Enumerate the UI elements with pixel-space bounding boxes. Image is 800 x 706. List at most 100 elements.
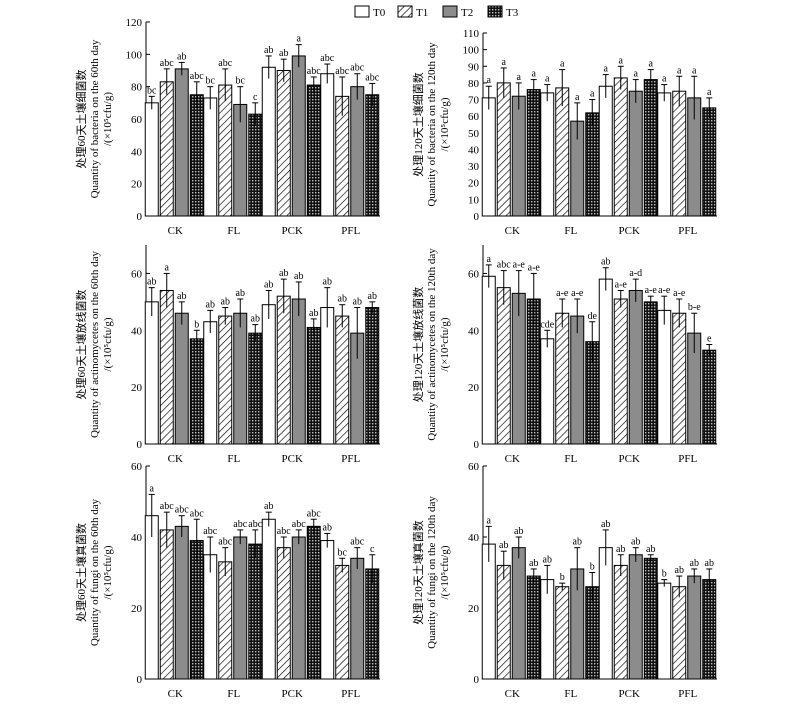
x-category-label: PCK bbox=[282, 225, 303, 237]
x-category-label: FL bbox=[564, 225, 577, 237]
bar-t0-pfl bbox=[657, 309, 672, 445]
significance-label: abc bbox=[350, 537, 364, 548]
y-tick-label: 80 bbox=[131, 82, 143, 94]
bar-t2-pfl bbox=[350, 86, 365, 217]
significance-label: abc bbox=[190, 508, 204, 519]
significance-label: abc bbox=[320, 53, 334, 64]
x-category-label: FL bbox=[227, 225, 240, 237]
significance-label: ab bbox=[309, 308, 318, 319]
x-category-label: PFL bbox=[678, 225, 697, 237]
bar-t2-ck bbox=[511, 95, 526, 217]
y-tick-label: 60 bbox=[468, 461, 480, 473]
significance-label: ab bbox=[631, 537, 640, 548]
significance-label: abc bbox=[190, 71, 204, 82]
y-axis-label-line: 处理120天土壤真菌数 bbox=[411, 520, 425, 625]
bar-t1-ck bbox=[159, 289, 174, 445]
x-category-label: CK bbox=[505, 688, 520, 700]
bar-t3-pfl bbox=[365, 94, 380, 217]
legend-swatch bbox=[354, 5, 370, 18]
legend-label: T2 bbox=[461, 7, 473, 19]
significance-label: ab bbox=[264, 279, 273, 290]
y-tick-label: 50 bbox=[468, 128, 480, 140]
bar-t1-pck bbox=[613, 564, 628, 680]
y-axis-label-line: /(×10⁵cfu/g) bbox=[102, 317, 114, 371]
legend-swatch bbox=[442, 5, 458, 18]
y-tick-label: 0 bbox=[474, 211, 480, 223]
x-category-label: PFL bbox=[678, 453, 697, 465]
significance-label: ab bbox=[279, 48, 288, 59]
bar-t0-pfl bbox=[657, 582, 672, 680]
significance-label: a bbox=[692, 65, 697, 76]
significance-label: a bbox=[560, 59, 565, 70]
y-axis-label: 处理60天土壤放线菌数 Quantity of actinomycetes on … bbox=[74, 251, 114, 438]
bar-t2-pfl bbox=[687, 575, 702, 680]
chart-panel-5: 0 20 40 60 处理60天土壤真菌数 Quantity of fungi on th… bbox=[74, 461, 380, 700]
y-axis-label-line: /(×10⁵cfu/g) bbox=[439, 545, 451, 599]
bar-t1-pfl bbox=[335, 564, 350, 680]
significance-label: a-e bbox=[571, 288, 584, 299]
x-category-label: PCK bbox=[282, 688, 303, 700]
y-tick-label: 20 bbox=[468, 382, 480, 394]
significance-label: ab bbox=[264, 501, 273, 512]
bar-t1-pfl bbox=[672, 312, 687, 445]
y-axis-label-line: /(×10⁵cfu/g) bbox=[439, 97, 451, 151]
bar-t2-pck bbox=[291, 55, 306, 217]
significance-label: ab bbox=[601, 257, 610, 268]
significance-label: abc bbox=[497, 260, 511, 271]
significance-label: a bbox=[502, 57, 507, 68]
significance-label: a-e bbox=[513, 260, 526, 271]
bar-t3-pfl bbox=[702, 107, 717, 217]
y-tick-label: 40 bbox=[131, 325, 143, 337]
bar-t0-ck bbox=[481, 275, 496, 445]
chart-panel-3: 0 20 40 60 处理60天土壤放线菌数 Quantity of actinomyce… bbox=[74, 245, 380, 465]
y-axis-label-line: Quantity of fungi on the 60th day bbox=[89, 498, 101, 646]
significance-label: a bbox=[487, 254, 492, 265]
significance-label: ab bbox=[601, 519, 610, 530]
significance-label: a bbox=[619, 55, 624, 66]
y-axis-label-line: /(×10⁵cfu/g) bbox=[102, 92, 114, 146]
y-tick-label: 40 bbox=[131, 146, 143, 158]
bar-t3-pck bbox=[643, 301, 658, 445]
significance-label: ab bbox=[279, 268, 288, 279]
significance-label: ab bbox=[236, 288, 245, 299]
x-category-label: CK bbox=[168, 453, 183, 465]
bar-t3-pfl bbox=[365, 307, 380, 445]
y-tick-label: 20 bbox=[468, 178, 480, 190]
bar-t0-ck bbox=[481, 543, 496, 680]
bar-t0-ck bbox=[144, 102, 159, 217]
significance-label: abc bbox=[248, 519, 262, 530]
y-tick-label: 40 bbox=[131, 532, 143, 544]
bar-t1-ck bbox=[496, 564, 511, 680]
x-category-label: PCK bbox=[619, 225, 640, 237]
y-axis-label-line: 处理60天土壤真菌数 bbox=[74, 523, 88, 622]
bar-t0-pck bbox=[598, 547, 613, 680]
legend-item-t0: T0 bbox=[354, 5, 386, 19]
y-axis-label-line: Quantity of fungi on the 120th day bbox=[426, 496, 438, 649]
significance-label: abc bbox=[233, 519, 247, 530]
significance-label: abc bbox=[218, 537, 232, 548]
legend-item-t2: T2 bbox=[442, 5, 473, 19]
bar-t3-pck bbox=[306, 84, 321, 217]
bar-t0-pck bbox=[261, 304, 276, 445]
y-axis-label: 处理120天土壤放线菌数 Quantity of actinomycetes on… bbox=[411, 248, 451, 441]
bar-t2-fl bbox=[233, 536, 248, 680]
significance-label: cde bbox=[540, 319, 554, 330]
significance-label: a bbox=[150, 483, 155, 494]
y-tick-label: 90 bbox=[468, 61, 480, 73]
significance-label: a bbox=[517, 72, 522, 83]
significance-label: abc bbox=[160, 58, 174, 69]
bar-t2-fl bbox=[233, 312, 248, 445]
y-tick-label: 40 bbox=[468, 532, 480, 544]
y-tick-label: 60 bbox=[131, 114, 143, 126]
y-axis-label-line: 处理120天土壤放线菌数 bbox=[411, 287, 425, 403]
legend-label: T0 bbox=[373, 7, 386, 19]
y-tick-label: 100 bbox=[463, 45, 480, 57]
bar-t3-pck bbox=[306, 525, 321, 680]
significance-label: ab bbox=[177, 291, 186, 302]
significance-label: a bbox=[165, 262, 170, 273]
legend-swatch bbox=[397, 5, 413, 18]
y-axis-label-line: 处理60天土壤放线菌数 bbox=[74, 290, 88, 400]
significance-label: a-e bbox=[658, 285, 671, 296]
bar-t1-pfl bbox=[672, 586, 687, 680]
bar-t0-pck bbox=[261, 518, 276, 680]
